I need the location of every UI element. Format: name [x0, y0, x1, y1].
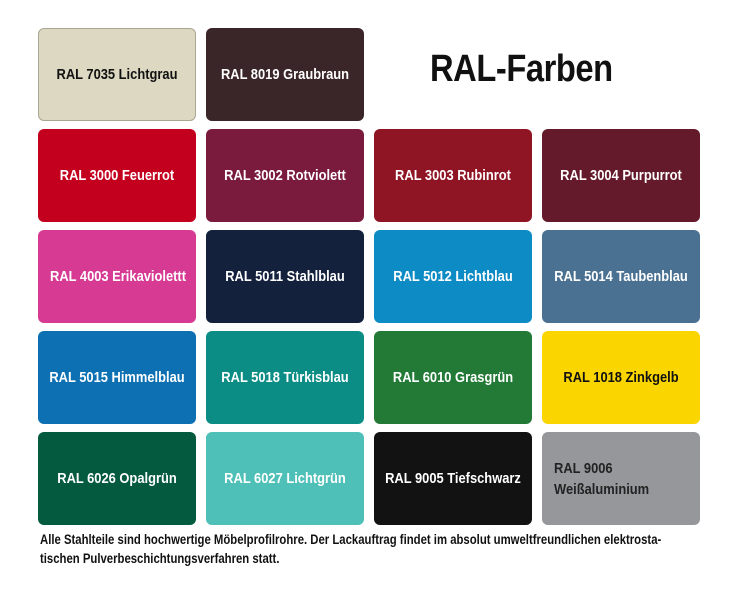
color-swatch: RAL 5015 Himmelblau [38, 331, 196, 424]
color-swatch: RAL 9006 Weißaluminium [542, 432, 700, 525]
color-swatch: RAL 1018 Zinkgelb [542, 331, 700, 424]
swatch-label: RAL 9005 Tiefschwarz [385, 470, 521, 487]
color-swatch: RAL 5012 Lichtblau [374, 230, 532, 323]
color-swatch: RAL 8019 Graubraun [206, 28, 364, 121]
swatch-label: RAL 8019 Graubraun [220, 66, 350, 83]
page-title: RAL-Farben [430, 48, 613, 90]
color-swatch: RAL 6027 Lichtgrün [206, 432, 364, 525]
color-swatch: RAL 3000 Feuerrot [38, 129, 196, 222]
swatch-label: RAL 6026 Opalgrün [57, 470, 177, 487]
color-swatch: RAL 7035 Lichtgrau [38, 28, 196, 121]
color-swatch: RAL 3002 Rotviolett [206, 129, 364, 222]
swatch-label: RAL 5018 Türkisblau [221, 369, 349, 386]
swatch-label: RAL 3002 Rotviolett [224, 167, 346, 184]
swatch-label: RAL 6027 Lichtgrün [224, 470, 346, 487]
color-swatch: RAL 5014 Taubenblau [542, 230, 700, 323]
swatch-label: RAL 3004 Purpurrot [560, 167, 682, 184]
color-swatch: RAL 6010 Grasgrün [374, 331, 532, 424]
color-swatch: RAL 5018 Türkisblau [206, 331, 364, 424]
swatch-label: RAL 5011 Stahlblau [225, 268, 345, 285]
swatch-label: RAL 3003 Rubinrot [395, 167, 511, 184]
color-swatch: RAL 9005 Tiefschwarz [374, 432, 532, 525]
swatch-label: RAL 5015 Himmelblau [49, 369, 185, 386]
color-swatch: RAL 3003 Rubinrot [374, 129, 532, 222]
color-swatch: RAL 3004 Purpurrot [542, 129, 700, 222]
swatch-label: RAL 5014 Taubenblau [554, 268, 688, 285]
color-swatch: RAL 4003 Erikaviolettt [38, 230, 196, 323]
swatch-label: RAL 7035 Lichtgrau [56, 66, 178, 83]
swatch-label: RAL 9006 Weißaluminium [554, 459, 650, 498]
swatch-label: RAL 4003 Erikaviolettt [50, 268, 187, 285]
footer-note: Alle Stahlteile sind hochwertige Möbelpr… [40, 532, 662, 566]
swatch-label: RAL 1018 Zinkgelb [563, 369, 679, 386]
color-swatch: RAL 6026 Opalgrün [38, 432, 196, 525]
color-swatch: RAL 5011 Stahlblau [206, 230, 364, 323]
swatch-label: RAL 6010 Grasgrün [392, 369, 514, 386]
swatch-label: RAL 5012 Lichtblau [393, 268, 513, 285]
swatch-label: RAL 3000 Feuerrot [59, 167, 175, 184]
